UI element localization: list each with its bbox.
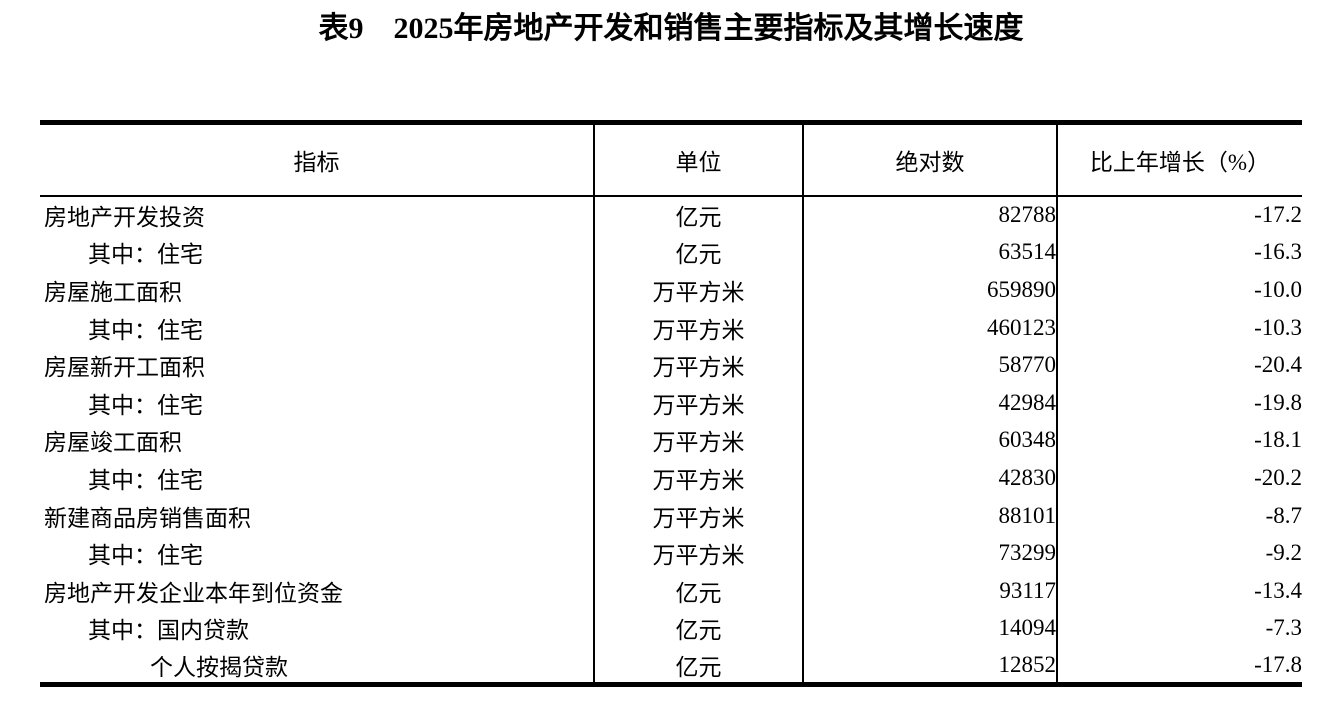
value-cell: 42984 xyxy=(803,383,1058,422)
growth-cell: -20.4 xyxy=(1254,352,1302,378)
value-cell: 60348 xyxy=(803,421,1058,460)
indicator-cell: 房地产开发投资 xyxy=(40,196,595,234)
unit-cell: 亿元 xyxy=(594,196,804,234)
indicator-cell: 其中：住宅 xyxy=(40,233,595,272)
growth-cell: -17.2 xyxy=(1254,202,1302,228)
value-cell: 12852 xyxy=(803,647,1058,685)
indicator-cell: 房屋竣工面积 xyxy=(40,421,595,460)
growth-cell: -10.3 xyxy=(1254,314,1302,340)
unit-cell: 万平方米 xyxy=(594,496,804,535)
table-row: 其中：住宅 万平方米 460123 -10.3 xyxy=(40,308,1302,347)
value-cell: 659890 xyxy=(803,271,1058,309)
growth-cell: -20.2 xyxy=(1254,464,1302,490)
growth-cell: -13.4 xyxy=(1254,577,1302,603)
value-cell: 58770 xyxy=(803,346,1058,384)
value-cell: 88101 xyxy=(803,496,1058,535)
unit-cell: 万平方米 xyxy=(594,271,804,309)
indicator-cell: 新建商品房销售面积 xyxy=(40,496,595,535)
column-header-unit: 单位 xyxy=(594,122,804,197)
growth-cell: -7.3 xyxy=(1265,615,1302,641)
table-row: 其中：国内贷款 亿元 14094 -7.3 xyxy=(40,609,1302,648)
column-header-growth: 比上年增长（%） xyxy=(1057,122,1302,197)
table-row: 其中：住宅 万平方米 42984 -19.8 xyxy=(40,383,1302,422)
column-header-indicator: 指标 xyxy=(40,122,595,197)
table-row: 房地产开发投资 亿元 82788 -17.2 xyxy=(40,196,1302,234)
unit-cell: 亿元 xyxy=(594,571,804,610)
value-cell: 460123 xyxy=(803,308,1058,347)
growth-cell: -19.8 xyxy=(1254,389,1302,415)
unit-cell: 亿元 xyxy=(594,647,804,685)
value-cell: 63514 xyxy=(803,233,1058,272)
value-cell: 93117 xyxy=(803,571,1058,610)
value-cell: 14094 xyxy=(803,609,1058,648)
table-row: 其中：住宅 万平方米 73299 -9.2 xyxy=(40,534,1302,572)
header-row: 指标 单位 绝对数 比上年增长（%） xyxy=(40,122,1302,197)
indicators-table: 指标 单位 绝对数 比上年增长（%） 房地产开发投资 亿元 82788 -17.2 其中… xyxy=(40,120,1302,688)
table-row: 新建商品房销售面积 万平方米 88101 -8.7 xyxy=(40,496,1302,535)
growth-cell: -16.3 xyxy=(1254,239,1302,265)
indicator-cell: 其中：住宅 xyxy=(40,459,595,497)
indicator-cell: 其中：国内贷款 xyxy=(40,609,595,648)
unit-cell: 万平方米 xyxy=(594,421,804,460)
value-cell: 82788 xyxy=(803,196,1058,234)
growth-cell: -18.1 xyxy=(1254,427,1302,453)
table-row: 个人按揭贷款 亿元 12852 -17.8 xyxy=(40,647,1302,685)
growth-cell: -9.2 xyxy=(1265,540,1302,566)
growth-cell: -8.7 xyxy=(1265,502,1302,528)
table-row: 其中：住宅 亿元 63514 -16.3 xyxy=(40,233,1302,272)
indicator-cell: 其中：住宅 xyxy=(40,308,595,347)
unit-cell: 万平方米 xyxy=(594,534,804,572)
table-header: 指标 单位 绝对数 比上年增长（%） xyxy=(40,122,1302,197)
indicator-cell: 其中：住宅 xyxy=(40,383,595,422)
unit-cell: 万平方米 xyxy=(594,308,804,347)
column-header-value: 绝对数 xyxy=(803,122,1058,197)
value-cell: 42830 xyxy=(803,459,1058,497)
growth-cell: -10.0 xyxy=(1254,276,1302,302)
unit-cell: 万平方米 xyxy=(594,346,804,384)
indicator-cell: 房地产开发企业本年到位资金 xyxy=(40,571,595,610)
indicator-cell: 其中：住宅 xyxy=(40,534,595,572)
indicator-cell: 个人按揭贷款 xyxy=(40,647,595,685)
table-body: 房地产开发投资 亿元 82788 -17.2 其中：住宅 亿元 63514 -16.3 房屋施工… xyxy=(40,196,1302,685)
value-cell: 73299 xyxy=(803,534,1058,572)
table-row: 房地产开发企业本年到位资金 亿元 93117 -13.4 xyxy=(40,571,1302,610)
growth-cell: -17.8 xyxy=(1254,651,1302,677)
unit-cell: 亿元 xyxy=(594,609,804,648)
table-row: 房屋新开工面积 万平方米 58770 -20.4 xyxy=(40,346,1302,384)
indicator-cell: 房屋施工面积 xyxy=(40,271,595,309)
unit-cell: 万平方米 xyxy=(594,459,804,497)
unit-cell: 亿元 xyxy=(594,233,804,272)
indicator-cell: 房屋新开工面积 xyxy=(40,346,595,384)
unit-cell: 万平方米 xyxy=(594,383,804,422)
table-row: 房屋施工面积 万平方米 659890 -10.0 xyxy=(40,271,1302,309)
table-title: 表9 2025年房地产开发和销售主要指标及其增长速度 xyxy=(318,12,1024,45)
table-row: 其中：住宅 万平方米 42830 -20.2 xyxy=(40,459,1302,497)
table-row: 房屋竣工面积 万平方米 60348 -18.1 xyxy=(40,421,1302,460)
